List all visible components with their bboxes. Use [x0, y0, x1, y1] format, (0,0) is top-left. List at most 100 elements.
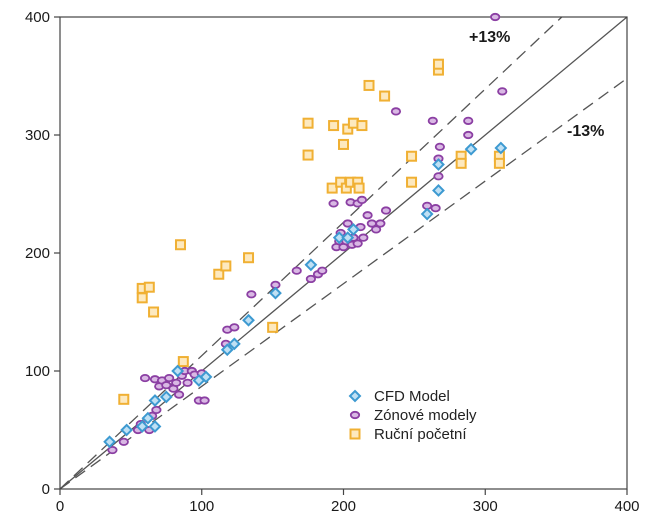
circle-point: [151, 405, 162, 415]
square-point: [177, 356, 189, 368]
square-point: [363, 79, 375, 91]
circle-point: [430, 204, 441, 213]
diamond-point: [494, 141, 508, 155]
y-tick-label: 400: [25, 9, 50, 26]
circle-point: [490, 12, 501, 22]
diamond-point: [347, 222, 360, 236]
circle-point: [497, 87, 508, 96]
circle-point: [463, 130, 474, 140]
circle-point: [342, 219, 353, 228]
square-point: [342, 123, 354, 135]
legend-circle-marker: [349, 410, 361, 420]
square-point: [353, 182, 365, 194]
diamond-point: [242, 313, 255, 327]
diamond-point: [432, 184, 445, 197]
diamond-point: [135, 420, 149, 433]
diamond-point: [304, 258, 318, 272]
circle-point: [356, 195, 368, 204]
minus-13-percent-label: -13%: [567, 123, 604, 140]
legend-diamond-marker: [348, 389, 362, 403]
circle-point: [164, 373, 175, 383]
circle-point: [433, 172, 444, 181]
square-point: [379, 90, 391, 102]
diamond-point: [432, 158, 445, 171]
reference-line-plus: [59, 16, 563, 490]
square-point: [148, 306, 160, 318]
diamond-point: [171, 364, 185, 378]
square-point: [267, 321, 279, 333]
square-point: [338, 138, 349, 150]
circle-point: [107, 445, 118, 455]
y-tick-label: 200: [25, 245, 50, 262]
x-tick-label: 200: [331, 498, 356, 515]
circle-point: [161, 381, 172, 390]
diamond-point: [148, 420, 162, 433]
square-point: [328, 120, 340, 132]
legend-label: Ruční početní: [374, 426, 467, 443]
circle-point: [371, 225, 382, 234]
annotations: +13% -13%: [469, 29, 604, 140]
legend: CFD Model Zónové modely Ruční početní: [348, 388, 477, 443]
circle-point: [463, 116, 474, 125]
square-point: [493, 157, 505, 169]
diamond-point: [332, 231, 346, 245]
circle-point: [390, 107, 402, 116]
diamond-point: [341, 231, 355, 245]
diamond-point: [220, 343, 234, 357]
circle-point: [171, 378, 182, 387]
circle-point: [317, 266, 328, 275]
x-tick-label: 300: [473, 498, 498, 515]
data-points: [103, 12, 508, 455]
square-point: [118, 393, 130, 405]
square-point: [406, 150, 418, 162]
square-point: [356, 120, 368, 132]
x-tick-label: 0: [56, 498, 64, 515]
circle-point: [182, 378, 193, 387]
circle-point: [246, 290, 257, 299]
circle-point: [305, 274, 316, 284]
diamond-point: [199, 370, 213, 384]
x-tick-label: 400: [614, 498, 639, 515]
circle-point: [352, 239, 363, 248]
circle-point: [434, 142, 445, 151]
square-point: [455, 157, 467, 169]
circle-point: [139, 373, 151, 383]
square-point: [220, 260, 232, 272]
circle-point: [118, 437, 129, 446]
square-point: [326, 182, 338, 194]
diamond-point: [420, 207, 434, 221]
diamond-point: [464, 142, 478, 156]
y-tick-label: 100: [25, 363, 50, 380]
square-point: [143, 281, 155, 293]
diamond-point: [148, 394, 162, 407]
square-point: [136, 292, 148, 304]
legend-label: Zónové modely: [374, 407, 477, 424]
axis-ticks: 0 100 200 300 400 0 100 200 300 400: [25, 9, 640, 515]
legend-square-marker: [349, 428, 361, 440]
diamond-point: [103, 435, 117, 449]
diamond-point: [141, 411, 155, 425]
square-point: [213, 268, 225, 280]
diamond-point: [120, 423, 134, 437]
square-point: [406, 176, 418, 188]
circle-point: [173, 390, 185, 399]
circle-point: [229, 323, 240, 332]
legend-label: CFD Model: [374, 388, 450, 405]
diamond-point: [227, 337, 241, 351]
square-point: [243, 252, 255, 264]
plus-13-percent-label: +13%: [469, 29, 510, 46]
circle-point: [358, 233, 369, 242]
circle-point: [380, 206, 392, 215]
circle-point: [375, 219, 386, 228]
circle-point: [291, 266, 302, 275]
circle-point: [362, 211, 373, 220]
square-point: [302, 117, 314, 129]
square-point: [174, 239, 186, 251]
diamond-point: [269, 286, 282, 300]
circle-point: [328, 199, 339, 208]
x-tick-label: 100: [189, 498, 214, 515]
square-point: [432, 58, 444, 70]
diamond-point: [159, 390, 173, 404]
circle-point: [427, 116, 438, 125]
